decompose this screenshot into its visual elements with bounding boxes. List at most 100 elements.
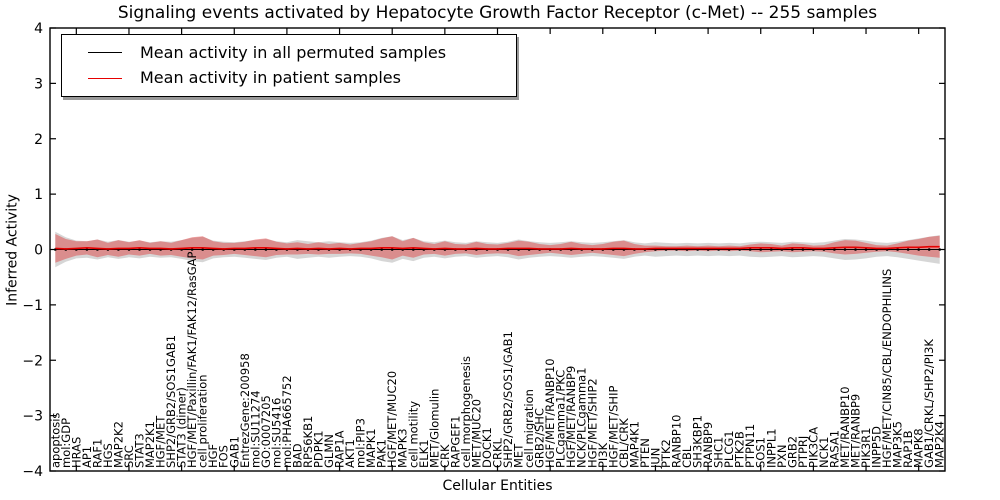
legend-item-permuted: Mean activity in all permuted samples <box>76 43 506 63</box>
x-tick-label: mol:SU11274 <box>248 390 262 468</box>
x-tick-label: HGF/MET/SHIP <box>606 386 620 468</box>
x-tick-label: PIK3R1 <box>859 428 873 469</box>
x-tick-label: GRB2 <box>785 436 799 468</box>
x-tick-label: RAF1 <box>90 439 104 468</box>
permuted-mean-point <box>748 248 752 251</box>
x-tick-label: STAT3 (dimer) <box>175 387 189 468</box>
x-tick-label: cell motility <box>406 401 420 468</box>
x-tick-label: GO:0007205 <box>259 395 273 468</box>
x-tick-label: MAP4K1 <box>627 421 641 468</box>
x-tick-label: GAB1 <box>227 436 241 468</box>
permuted-mean-point <box>854 248 857 251</box>
x-tick-label: PTK2 <box>659 439 673 468</box>
permuted-mean-point <box>770 248 773 251</box>
permuted-mean-point <box>254 248 257 251</box>
x-tick-label: mol:GDP <box>59 418 73 468</box>
x-tick-label: RASA1 <box>827 430 841 468</box>
y-tick-label: −1 <box>22 298 43 314</box>
y-tick-label: −4 <box>22 464 43 480</box>
x-tick-label: AKT1 <box>343 439 357 468</box>
x-tick-label: mol:PIP3 <box>354 418 368 468</box>
legend: Mean activity in all permuted samples Me… <box>61 34 517 97</box>
x-tick-label: RPS6KB1 <box>301 416 315 468</box>
permuted-mean-point <box>201 248 204 251</box>
x-tick-label: BAD <box>290 443 304 468</box>
x-tick-label: HGF/MET/SHIP2 <box>585 378 599 468</box>
x-tick-label: PTEN <box>638 438 652 468</box>
permuted-mean-point <box>864 248 868 251</box>
x-tick-label: HGF/MET/MUC20 <box>385 371 399 468</box>
permuted-mean-point <box>896 248 899 251</box>
x-tick-label: RAP1B <box>901 430 915 468</box>
x-tick-label: STAT3 <box>133 433 147 468</box>
x-tick-label: SHC1 <box>712 437 726 468</box>
x-tick-label: RANBP10 <box>670 415 684 468</box>
x-tick-label: HGF/MET/Paxillin/FAK1/FAK12/RasGAP <box>185 251 199 468</box>
x-tick-label: MAPK1 <box>364 428 378 468</box>
permuted-mean-point <box>138 248 141 251</box>
y-tick-label: 0 <box>34 243 43 259</box>
legend-label-patient: Mean activity in patient samples <box>140 68 401 88</box>
legend-label-permuted: Mean activity in all permuted samples <box>140 42 447 62</box>
y-axis-label: Inferred Activity <box>4 194 21 306</box>
permuted-mean-point <box>412 248 415 251</box>
permuted-mean-point <box>190 248 194 251</box>
x-tick-label: NCK/PLCgamma1 <box>575 367 589 468</box>
x-tick-label: PDPK1 <box>312 430 326 468</box>
x-tick-label: MAPK3 <box>396 428 410 468</box>
x-tick-label: HGF/MET/RANBP10 <box>543 358 557 468</box>
x-tick-label: HGF/MET/RANBP9 <box>564 366 578 468</box>
y-tick-label: 2 <box>34 132 43 148</box>
x-tick-label: NCK1 <box>817 437 831 469</box>
x-tick-label: ELK1 <box>417 439 431 468</box>
x-tick-label: PAK1 <box>375 439 389 468</box>
x-tick-label: MAP2K2 <box>111 421 125 468</box>
x-tick-label: SOS1 <box>754 437 768 468</box>
x-tick-label: MET <box>512 443 526 468</box>
legend-line-swatch-patient <box>88 77 122 79</box>
permuted-mean-point <box>390 248 394 251</box>
x-tick-label: FOS <box>217 445 231 468</box>
x-tick-label: CRK <box>438 444 452 468</box>
x-tick-label: HGS <box>101 443 115 468</box>
x-tick-label: GLMN <box>322 434 336 468</box>
x-tick-label: JUN <box>648 448 662 469</box>
legend-line-swatch-permuted <box>88 52 122 54</box>
y-tick-label: −2 <box>22 353 43 369</box>
x-tick-label: PI3K <box>596 442 610 468</box>
x-tick-label: MET/MUC20 <box>469 399 483 468</box>
y-tick-label: 4 <box>34 21 43 37</box>
x-tick-label: cell migration <box>522 389 536 468</box>
legend-item-patient: Mean activity in patient samples <box>76 68 506 88</box>
x-tick-label: HRAS <box>69 437 83 468</box>
x-tick-label: AP1 <box>80 446 94 468</box>
x-tick-label: RAP1A <box>333 430 347 468</box>
x-tick-label: HGF/MET <box>154 415 168 468</box>
x-tick-label: PLCG1 <box>722 430 736 468</box>
permuted-mean-point <box>380 248 384 251</box>
x-tick-label: MET/RANBP9 <box>849 394 863 468</box>
x-tick-label: INPP5D <box>870 426 884 468</box>
permuted-mean-point <box>85 248 89 251</box>
x-tick-label: GAB1/CRKL/SHP2/PI3K <box>922 339 936 468</box>
x-tick-label: SH3KBP1 <box>691 415 705 468</box>
x-tick-label: RAPGEF1 <box>448 416 462 468</box>
permuted-mean-point <box>759 248 762 251</box>
permuted-mean-point <box>906 248 910 251</box>
x-tick-label: MAP2K1 <box>143 421 157 468</box>
x-tick-label: cell morphogenesis <box>459 356 473 468</box>
permuted-mean-point <box>917 248 920 251</box>
x-tick-label: HGF <box>206 444 220 468</box>
permuted-mean-point <box>843 248 847 251</box>
x-tick-label: PTPN11 <box>743 424 757 468</box>
x-tick-label: SRC <box>122 445 136 468</box>
x-tick-label: CBL <box>680 445 694 468</box>
y-tick-label: 3 <box>34 76 43 92</box>
x-tick-label: EntrezGene:200958 <box>238 353 252 468</box>
x-tick-label: apoptosis <box>48 413 62 468</box>
x-tick-label: PXN <box>775 445 789 468</box>
x-tick-label: PTK2B <box>733 431 747 468</box>
chart-title: Signaling events activated by Hepatocyte… <box>117 3 878 23</box>
